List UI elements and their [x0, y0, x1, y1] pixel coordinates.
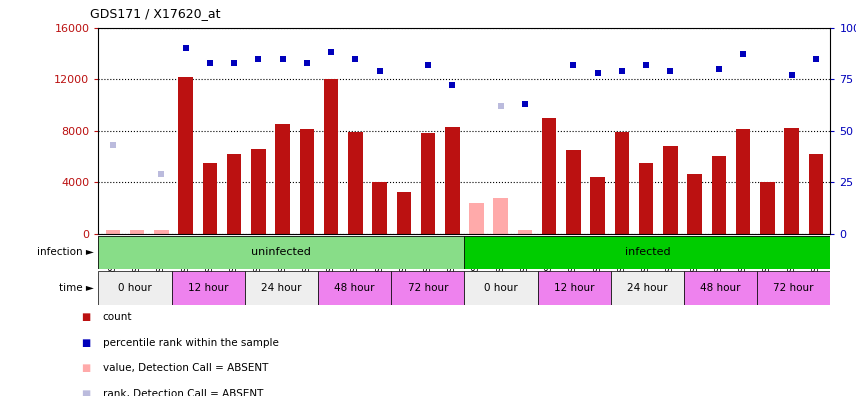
Text: 24 hour: 24 hour: [627, 283, 668, 293]
Bar: [245, 271, 318, 305]
Bar: [421, 133, 436, 234]
Bar: [391, 271, 464, 305]
Text: 48 hour: 48 hour: [700, 283, 740, 293]
Bar: [227, 154, 241, 234]
Text: 72 hour: 72 hour: [774, 283, 814, 293]
Bar: [711, 156, 726, 234]
Text: ■: ■: [81, 337, 91, 348]
Text: ■: ■: [81, 389, 91, 396]
Text: value, Detection Call = ABSENT: value, Detection Call = ABSENT: [103, 363, 268, 373]
Bar: [639, 163, 653, 234]
Text: 0 hour: 0 hour: [118, 283, 152, 293]
Bar: [130, 230, 145, 234]
Bar: [809, 154, 823, 234]
Bar: [98, 236, 464, 269]
Bar: [203, 163, 217, 234]
Bar: [98, 271, 171, 305]
Bar: [372, 182, 387, 234]
Bar: [566, 150, 580, 234]
Bar: [300, 129, 314, 234]
Bar: [684, 271, 757, 305]
Bar: [445, 127, 460, 234]
Bar: [757, 271, 830, 305]
Text: ■: ■: [81, 363, 91, 373]
Bar: [348, 132, 363, 234]
Bar: [518, 230, 532, 234]
Bar: [276, 124, 290, 234]
Bar: [760, 182, 775, 234]
Bar: [469, 203, 484, 234]
Bar: [591, 177, 605, 234]
Bar: [736, 129, 751, 234]
Text: ■: ■: [81, 312, 91, 322]
Text: 0 hour: 0 hour: [484, 283, 518, 293]
Text: infected: infected: [625, 248, 670, 257]
Bar: [171, 271, 245, 305]
Text: percentile rank within the sample: percentile rank within the sample: [103, 337, 278, 348]
Bar: [663, 146, 678, 234]
Bar: [784, 128, 799, 234]
Bar: [464, 236, 830, 269]
Text: 12 hour: 12 hour: [188, 283, 229, 293]
Bar: [154, 230, 169, 234]
Text: rank, Detection Call = ABSENT: rank, Detection Call = ABSENT: [103, 389, 263, 396]
Text: time ►: time ►: [59, 283, 94, 293]
Bar: [542, 118, 556, 234]
Bar: [610, 271, 684, 305]
Text: count: count: [103, 312, 132, 322]
Bar: [538, 271, 610, 305]
Bar: [493, 198, 508, 234]
Bar: [687, 174, 702, 234]
Text: uninfected: uninfected: [252, 248, 312, 257]
Text: GDS171 / X17620_at: GDS171 / X17620_at: [90, 7, 220, 20]
Bar: [464, 271, 538, 305]
Text: 48 hour: 48 hour: [335, 283, 375, 293]
Bar: [178, 77, 193, 234]
Bar: [318, 271, 391, 305]
Bar: [251, 149, 265, 234]
Bar: [324, 79, 338, 234]
Text: 72 hour: 72 hour: [407, 283, 448, 293]
Text: 12 hour: 12 hour: [554, 283, 594, 293]
Bar: [396, 192, 411, 234]
Text: 24 hour: 24 hour: [261, 283, 301, 293]
Bar: [105, 230, 120, 234]
Text: infection ►: infection ►: [38, 248, 94, 257]
Bar: [615, 132, 629, 234]
